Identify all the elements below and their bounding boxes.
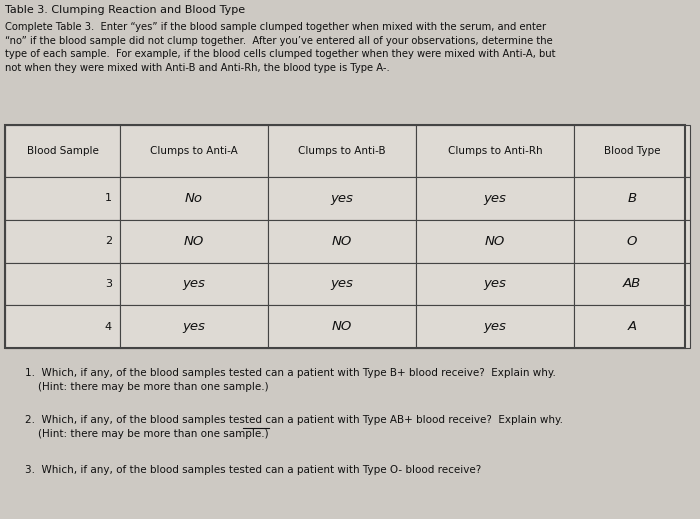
Bar [5,305,120,348]
Bar [5,125,120,177]
Text: yes: yes [330,192,354,205]
Bar [416,263,574,305]
Text: Blood Sample: Blood Sample [27,146,99,156]
Bar [574,263,690,305]
Text: Clumps to Anti-A: Clumps to Anti-A [150,146,238,156]
Text: 4: 4 [105,322,112,332]
Text: Table 3. Clumping Reaction and Blood Type: Table 3. Clumping Reaction and Blood Typ… [5,5,245,15]
Text: yes: yes [183,277,205,290]
Bar [5,263,120,305]
Text: 1: 1 [105,194,112,203]
Bar [5,125,685,348]
Text: 2.  Which, if any, of the blood samples tested can a patient with Type AB+ blood: 2. Which, if any, of the blood samples t… [25,415,563,425]
Text: Clumps to Anti-Rh: Clumps to Anti-Rh [448,146,542,156]
Bar [5,177,120,220]
Bar [416,125,574,177]
Bar [268,125,416,177]
Bar [120,305,268,348]
Text: 2: 2 [105,236,112,246]
Bar [416,305,574,348]
Bar [574,125,690,177]
Text: A: A [627,320,636,333]
Text: Complete Table 3.  Enter “yes” if the blood sample clumped together when mixed w: Complete Table 3. Enter “yes” if the blo… [5,22,556,73]
Text: 3.  Which, if any, of the blood samples tested can a patient with Type O- blood : 3. Which, if any, of the blood samples t… [25,465,482,475]
Bar [268,177,416,220]
Bar [5,220,120,263]
Text: NO: NO [485,235,505,248]
Text: 3: 3 [105,279,112,289]
Text: AB: AB [623,277,641,290]
Text: 1.  Which, if any, of the blood samples tested can a patient with Type B+ blood : 1. Which, if any, of the blood samples t… [25,368,556,378]
Text: No: No [185,192,203,205]
Text: yes: yes [484,277,506,290]
Bar [120,125,268,177]
Text: NO: NO [184,235,204,248]
Bar [268,263,416,305]
Text: NO: NO [332,320,352,333]
Bar [120,177,268,220]
Bar [574,305,690,348]
Text: (Hint: there may be more than one sample.): (Hint: there may be more than one sample… [25,429,269,439]
Bar [120,220,268,263]
Bar [416,177,574,220]
Text: yes: yes [484,192,506,205]
Bar [268,220,416,263]
Text: yes: yes [183,320,205,333]
Text: yes: yes [484,320,506,333]
Bar [120,263,268,305]
Text: Clumps to Anti-B: Clumps to Anti-B [298,146,386,156]
Bar [574,177,690,220]
Bar [574,220,690,263]
Text: B: B [627,192,636,205]
Text: NO: NO [332,235,352,248]
Text: Blood Type: Blood Type [603,146,660,156]
Bar [268,305,416,348]
Text: yes: yes [330,277,354,290]
Bar [416,220,574,263]
Text: O: O [626,235,637,248]
Text: (Hint: there may be more than one sample.): (Hint: there may be more than one sample… [25,382,269,392]
